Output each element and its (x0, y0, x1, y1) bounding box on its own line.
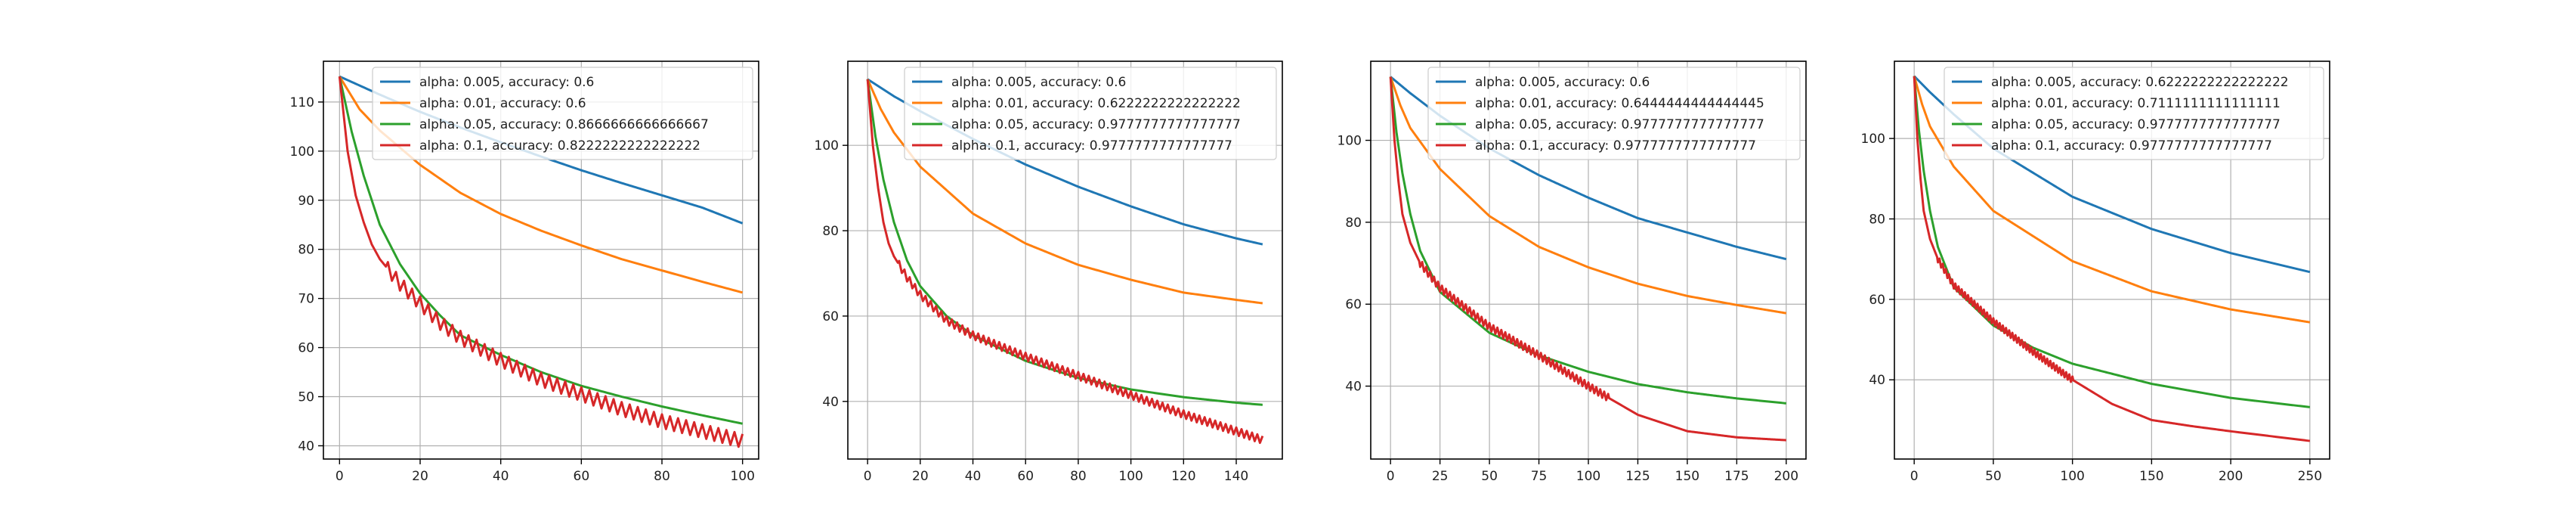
series-line-4 (866, 79, 1264, 445)
series-line-4 (1913, 76, 2311, 442)
legend-label-4: alpha: 0.1, accuracy: 0.9777777777777777 (1475, 138, 1756, 154)
x-tick-label: 20 (412, 469, 428, 484)
series-line-4 (338, 76, 744, 448)
x-tick-label: 100 (1576, 469, 1600, 484)
chart-panel-1: 0 20 40 60 80 100 40 50 60 70 80 90 100 110 alpha: 0.0… (290, 60, 759, 484)
legend-label-2: alpha: 0.01, accuracy: 0.644444444444444… (1475, 96, 1764, 111)
legend-box (372, 67, 753, 160)
y-tick-label: 90 (298, 194, 314, 209)
chart-panel-3: 0 25 50 75 100 125 150 175 200 40 60 80 100 alpha: 0.… (1337, 60, 1807, 484)
axes-frame (847, 60, 1283, 460)
legend: alpha: 0.005, accuracy: 0.6 alpha: 0.01, … (1427, 67, 1801, 160)
y-tick-label: 70 (298, 292, 314, 307)
legend-label-3: alpha: 0.05, accuracy: 0.866666666666666… (419, 117, 709, 132)
series-line-2 (1389, 76, 1787, 315)
x-tick-label: 20 (912, 469, 929, 484)
legend-label-1: alpha: 0.005, accuracy: 0.6 (951, 75, 1126, 90)
x-tick-label: 40 (965, 469, 982, 484)
x-tick-label: 50 (1481, 469, 1498, 484)
legend-box (904, 67, 1277, 160)
x-tick-label: 150 (2139, 469, 2163, 484)
x-tick-label: 100 (730, 469, 754, 484)
legend-label-4: alpha: 0.1, accuracy: 0.8222222222222222 (419, 138, 700, 154)
panels-container: 0 20 40 60 80 100 40 50 60 70 80 90 100 110 alpha: 0.0… (290, 60, 2330, 484)
y-tick-label: 40 (1869, 373, 1885, 388)
series-line-4 (1389, 76, 1787, 442)
y-tick-label: 80 (822, 224, 839, 239)
y-tick-label: 80 (298, 243, 314, 258)
series-line-3 (1389, 76, 1787, 405)
x-tick-label: 250 (2298, 469, 2322, 484)
x-tick-label: 120 (1171, 469, 1195, 484)
x-tick-label: 50 (1985, 469, 2002, 484)
y-tick-label: 60 (1869, 293, 1885, 308)
legend-label-2: alpha: 0.01, accuracy: 0.711111111111111… (1991, 96, 2281, 111)
x-tick-label: 140 (1224, 469, 1248, 484)
series-line-2 (1913, 76, 2311, 324)
legend-label-4: alpha: 0.1, accuracy: 0.9777777777777777 (1991, 138, 2272, 154)
y-tick-label: 100 (290, 144, 314, 160)
x-tick-label: 40 (493, 469, 509, 484)
series-line-2 (866, 79, 1263, 305)
x-tick-label: 75 (1531, 469, 1548, 484)
y-tick-label: 50 (298, 390, 314, 405)
x-tick-label: 25 (1432, 469, 1449, 484)
x-tick-label: 0 (1387, 469, 1395, 484)
chart-panel-4: 0 50 100 150 200 250 40 60 80 100 alpha: 0.005, ac… (1861, 60, 2330, 484)
axes-frame (1894, 60, 2330, 460)
x-tick-label: 200 (2219, 469, 2243, 484)
y-tick-label: 100 (1337, 134, 1362, 149)
y-tick-label: 80 (1345, 216, 1362, 231)
legend-label-4: alpha: 0.1, accuracy: 0.9777777777777777 (951, 138, 1232, 154)
legend: alpha: 0.005, accuracy: 0.6 alpha: 0.01, … (372, 67, 753, 160)
x-tick-label: 80 (654, 469, 670, 484)
series-line-3 (1913, 76, 2311, 408)
axes-frame (323, 60, 759, 460)
legend: alpha: 0.005, accuracy: 0.6 alpha: 0.01, … (904, 67, 1277, 160)
legend-box (1427, 67, 1801, 160)
y-tick-label: 60 (298, 341, 314, 356)
legend-label-3: alpha: 0.05, accuracy: 0.977777777777777… (1991, 117, 2281, 132)
x-tick-label: 175 (1724, 469, 1749, 484)
y-tick-label: 100 (815, 138, 839, 154)
legend-label-3: alpha: 0.05, accuracy: 0.977777777777777… (1475, 117, 1764, 132)
x-tick-label: 150 (1675, 469, 1699, 484)
x-tick-label: 60 (574, 469, 590, 484)
legend: alpha: 0.005, accuracy: 0.62222222222222… (1944, 67, 2324, 160)
y-tick-label: 40 (298, 439, 314, 454)
chart-panel-2: 0 20 40 60 80 100 120 140 40 60 80 100 alpha: 0.005,… (815, 60, 1283, 484)
x-tick-label: 80 (1070, 469, 1087, 484)
y-tick-label: 100 (1861, 132, 1885, 147)
y-tick-label: 60 (1345, 297, 1362, 312)
legend-label-2: alpha: 0.01, accuracy: 0.6 (419, 96, 586, 111)
y-tick-label: 40 (1345, 380, 1362, 395)
legend-label-2: alpha: 0.01, accuracy: 0.622222222222222… (951, 96, 1241, 111)
y-tick-label: 80 (1869, 212, 1885, 227)
legend-label-1: alpha: 0.005, accuracy: 0.62222222222222… (1991, 75, 2289, 90)
legend-label-1: alpha: 0.005, accuracy: 0.6 (419, 75, 594, 90)
x-tick-label: 0 (1910, 469, 1919, 484)
legend-label-3: alpha: 0.05, accuracy: 0.977777777777777… (951, 117, 1241, 132)
legend-box (1944, 67, 2324, 160)
y-tick-label: 40 (822, 395, 839, 410)
x-tick-label: 100 (1118, 469, 1143, 484)
y-tick-label: 110 (290, 95, 314, 110)
legend-label-1: alpha: 0.005, accuracy: 0.6 (1475, 75, 1650, 90)
x-tick-label: 100 (2060, 469, 2084, 484)
x-tick-label: 0 (336, 469, 344, 484)
x-tick-label: 125 (1625, 469, 1650, 484)
y-tick-label: 60 (822, 309, 839, 324)
x-tick-label: 60 (1017, 469, 1034, 484)
x-tick-label: 0 (864, 469, 872, 484)
x-tick-label: 200 (1774, 469, 1798, 484)
